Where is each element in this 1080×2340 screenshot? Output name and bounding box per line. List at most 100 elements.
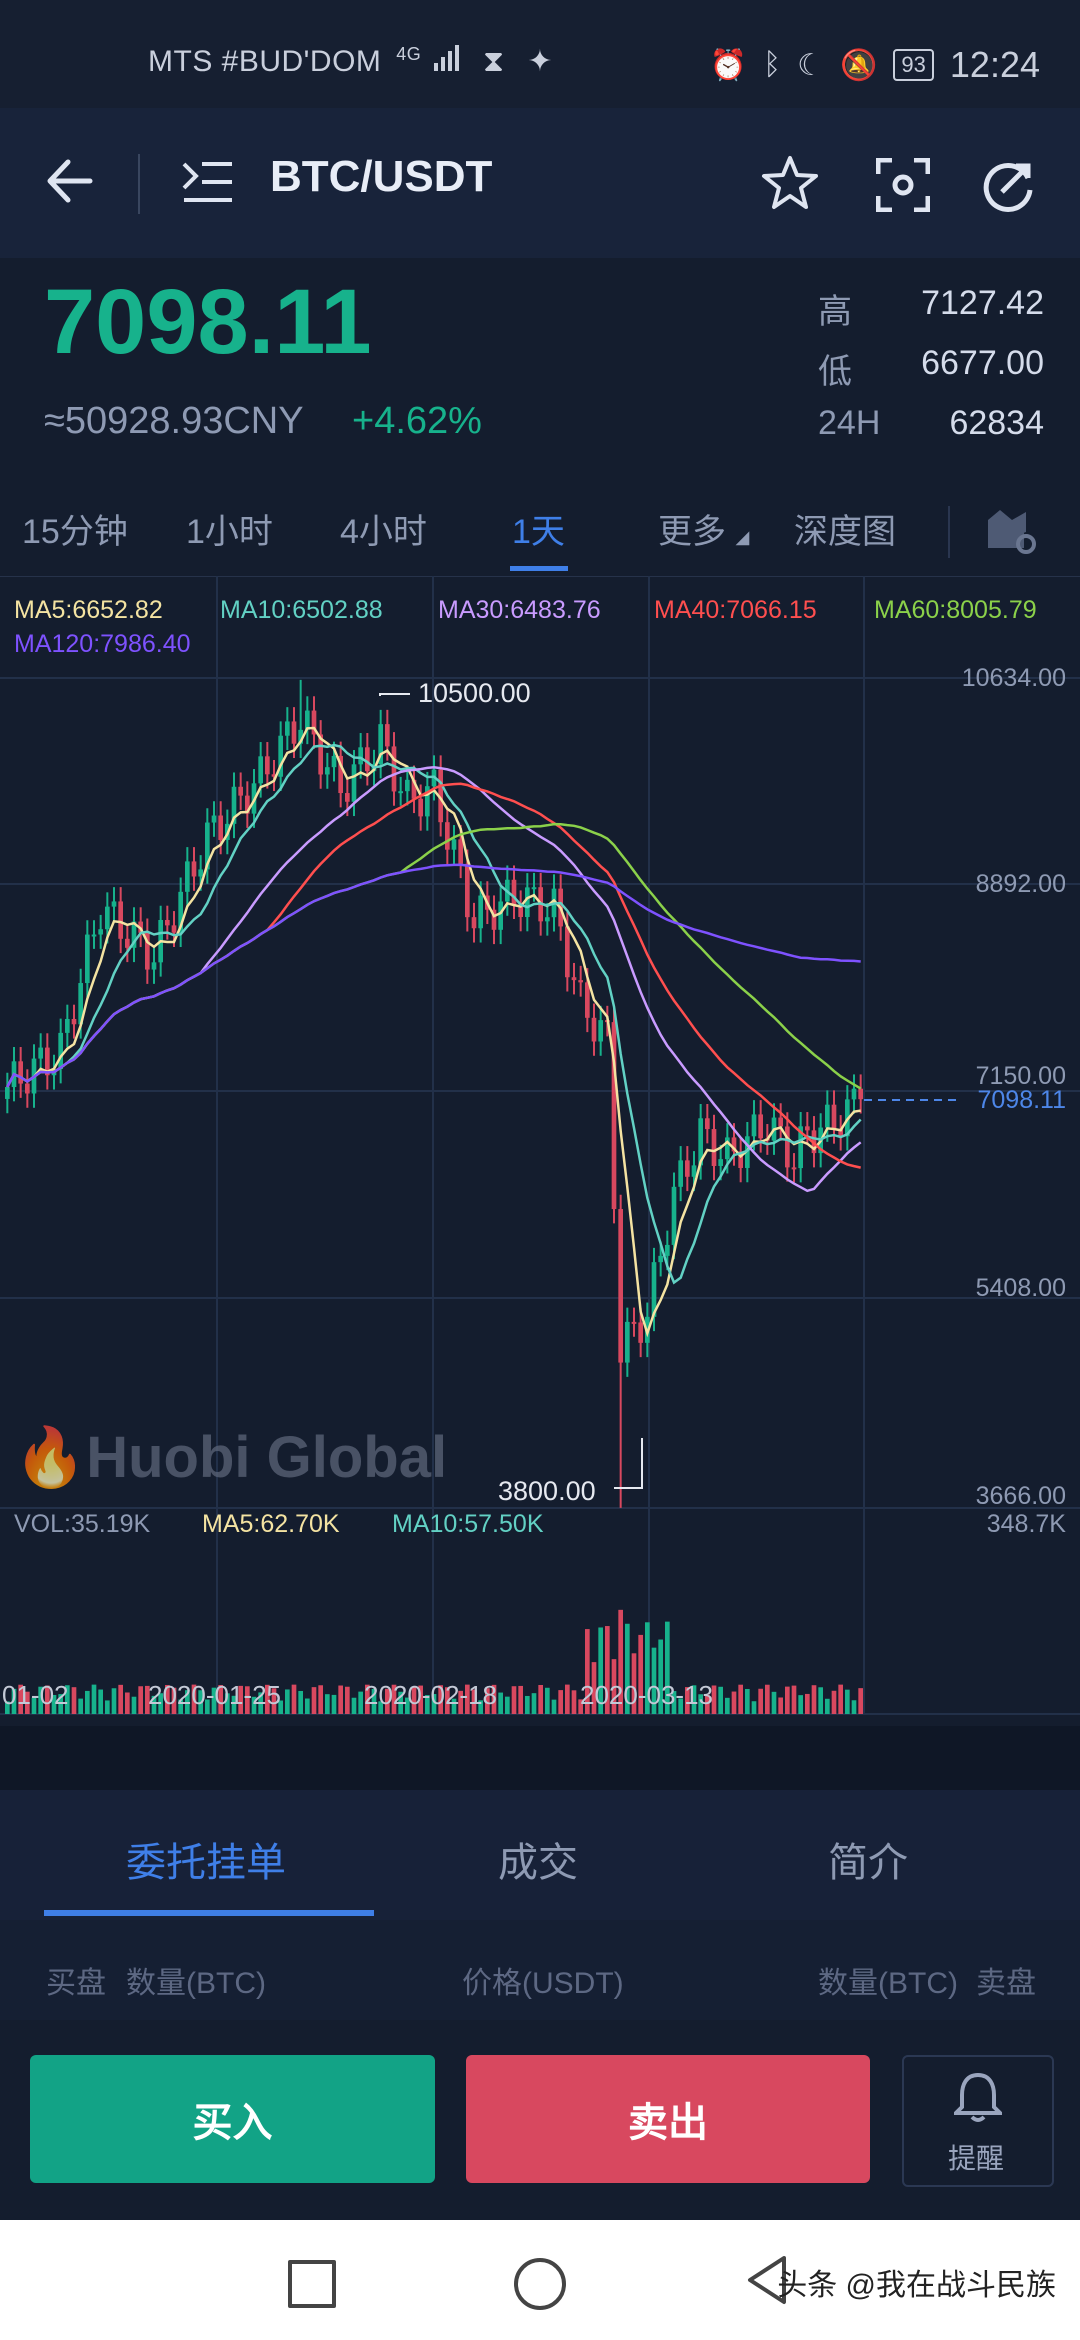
candle-body	[511, 879, 517, 905]
tab-more-label: 更多	[658, 513, 726, 551]
volume-bar	[151, 1695, 157, 1714]
volume-bar	[831, 1690, 837, 1714]
kline-chart[interactable]: MA5:6652.82 MA10:6502.88 MA30:6483.76 MA…	[0, 575, 1080, 1726]
volume-bar	[171, 1687, 177, 1714]
home-nav-icon[interactable]	[514, 2258, 566, 2310]
candle-body	[658, 1255, 663, 1263]
tab-4h[interactable]: 4小时	[340, 513, 427, 551]
recents-nav-icon[interactable]	[288, 2260, 336, 2308]
volume-bar	[785, 1686, 790, 1714]
candle-body	[751, 1114, 757, 1137]
back-arrow-icon[interactable]	[42, 156, 94, 211]
volume-bar	[758, 1688, 763, 1714]
candle-body	[238, 786, 243, 796]
candle-body	[111, 901, 117, 907]
tab-trades[interactable]: 成交	[498, 1841, 578, 1885]
volume-bar	[65, 1685, 70, 1714]
scan-icon[interactable]	[875, 157, 931, 217]
candle-body	[451, 839, 457, 850]
ma60-label: MA60:8005.79	[874, 596, 1037, 624]
volume-bar	[551, 1699, 557, 1714]
bottom-tabs: 委托挂单 成交 简介	[0, 1790, 1080, 1920]
tab-1h[interactable]: 1小时	[186, 513, 273, 551]
candle-body	[318, 734, 323, 775]
candle-body	[311, 710, 317, 735]
volume-bar	[578, 1699, 583, 1714]
candle-body	[398, 791, 403, 794]
candle-body	[851, 1088, 857, 1100]
high-marker-line	[379, 693, 410, 696]
candle-body	[425, 786, 430, 817]
candle-body	[611, 1022, 617, 1210]
tab-open-orders[interactable]: 委托挂单	[126, 1841, 286, 1885]
volume-bar	[425, 1695, 430, 1714]
volume-bar	[205, 1699, 210, 1714]
candle-body	[231, 786, 237, 824]
volume-bar	[198, 1690, 203, 1714]
ma40-label: MA40:7066.15	[654, 596, 817, 624]
alarm-icon: ⏰	[709, 48, 748, 82]
volume-bar	[698, 1694, 703, 1714]
volume-bar	[51, 1694, 57, 1714]
low-value: 6677.00	[921, 344, 1044, 382]
volume-bar	[291, 1684, 297, 1714]
status-right: ⏰ ᛒ ☾ 🔕 93 12:24	[710, 44, 1040, 86]
volume-bar	[125, 1692, 130, 1714]
buy-button[interactable]: 买入	[30, 2055, 435, 2183]
candle-body	[185, 861, 190, 892]
candle-body	[698, 1118, 703, 1166]
back-nav-icon[interactable]	[744, 2254, 792, 2311]
candle-body	[98, 929, 103, 935]
volume-bar	[245, 1686, 250, 1714]
volume-bar	[131, 1696, 137, 1714]
candle-body	[478, 895, 483, 929]
volume-bar	[305, 1698, 310, 1714]
volume-bar	[585, 1629, 590, 1714]
candle-body	[665, 1244, 670, 1256]
candle-body	[285, 721, 290, 736]
candle-body	[531, 887, 537, 890]
status-carrier: MTS #BUD'DOM 4G ⧗ ✦	[148, 44, 553, 79]
price-tick-5: 3666.00	[975, 1482, 1066, 1510]
candle-body	[291, 721, 297, 744]
volume-bar	[665, 1621, 670, 1714]
volume-bar	[365, 1684, 370, 1714]
candle-body	[211, 815, 217, 823]
date-tick-1: 01-02	[2, 1680, 69, 1710]
tab-1d[interactable]: 1天	[512, 513, 565, 551]
orderbook-header: 买盘 数量(BTC) 价格(USDT) 数量(BTC) 卖盘	[0, 1920, 1080, 2020]
refresh-icon[interactable]	[980, 156, 1038, 219]
sell-button[interactable]: 卖出	[466, 2055, 870, 2183]
candle-body	[325, 767, 330, 775]
twitter-icon: ✦	[527, 45, 553, 78]
ma120-line	[6, 863, 861, 1088]
last-price: 7098.11	[44, 271, 372, 373]
volume-bar	[118, 1684, 123, 1714]
volume-bar	[338, 1685, 343, 1714]
candle-body	[625, 1321, 630, 1363]
tab-15min[interactable]: 15分钟	[22, 513, 128, 551]
volume-bar	[165, 1685, 170, 1714]
low-marker-line	[614, 1438, 643, 1489]
volume-bar	[591, 1662, 597, 1714]
volume-bar	[631, 1653, 637, 1714]
tab-depth[interactable]: 深度图	[794, 513, 896, 551]
menu-list-icon[interactable]	[182, 158, 234, 211]
candle-body	[358, 747, 363, 765]
candle-body	[638, 1322, 643, 1343]
star-icon[interactable]	[760, 154, 820, 217]
volume-bar	[558, 1690, 563, 1714]
vol-label: VOL:35.19K	[14, 1510, 151, 1538]
candle-body	[445, 822, 450, 850]
divider	[138, 154, 140, 214]
candle-body	[578, 980, 583, 983]
kline-svg[interactable]	[0, 575, 1080, 1726]
pair-title[interactable]: BTC/USDT	[270, 152, 493, 201]
tab-more[interactable]: 更多 ◢	[658, 504, 749, 553]
candle-body	[498, 901, 503, 930]
candle-body	[258, 756, 263, 784]
chart-settings-icon[interactable]	[986, 506, 1036, 559]
candle-body	[5, 1087, 10, 1099]
alert-button[interactable]: 提醒	[902, 2055, 1054, 2187]
tab-intro[interactable]: 简介	[828, 1841, 908, 1885]
